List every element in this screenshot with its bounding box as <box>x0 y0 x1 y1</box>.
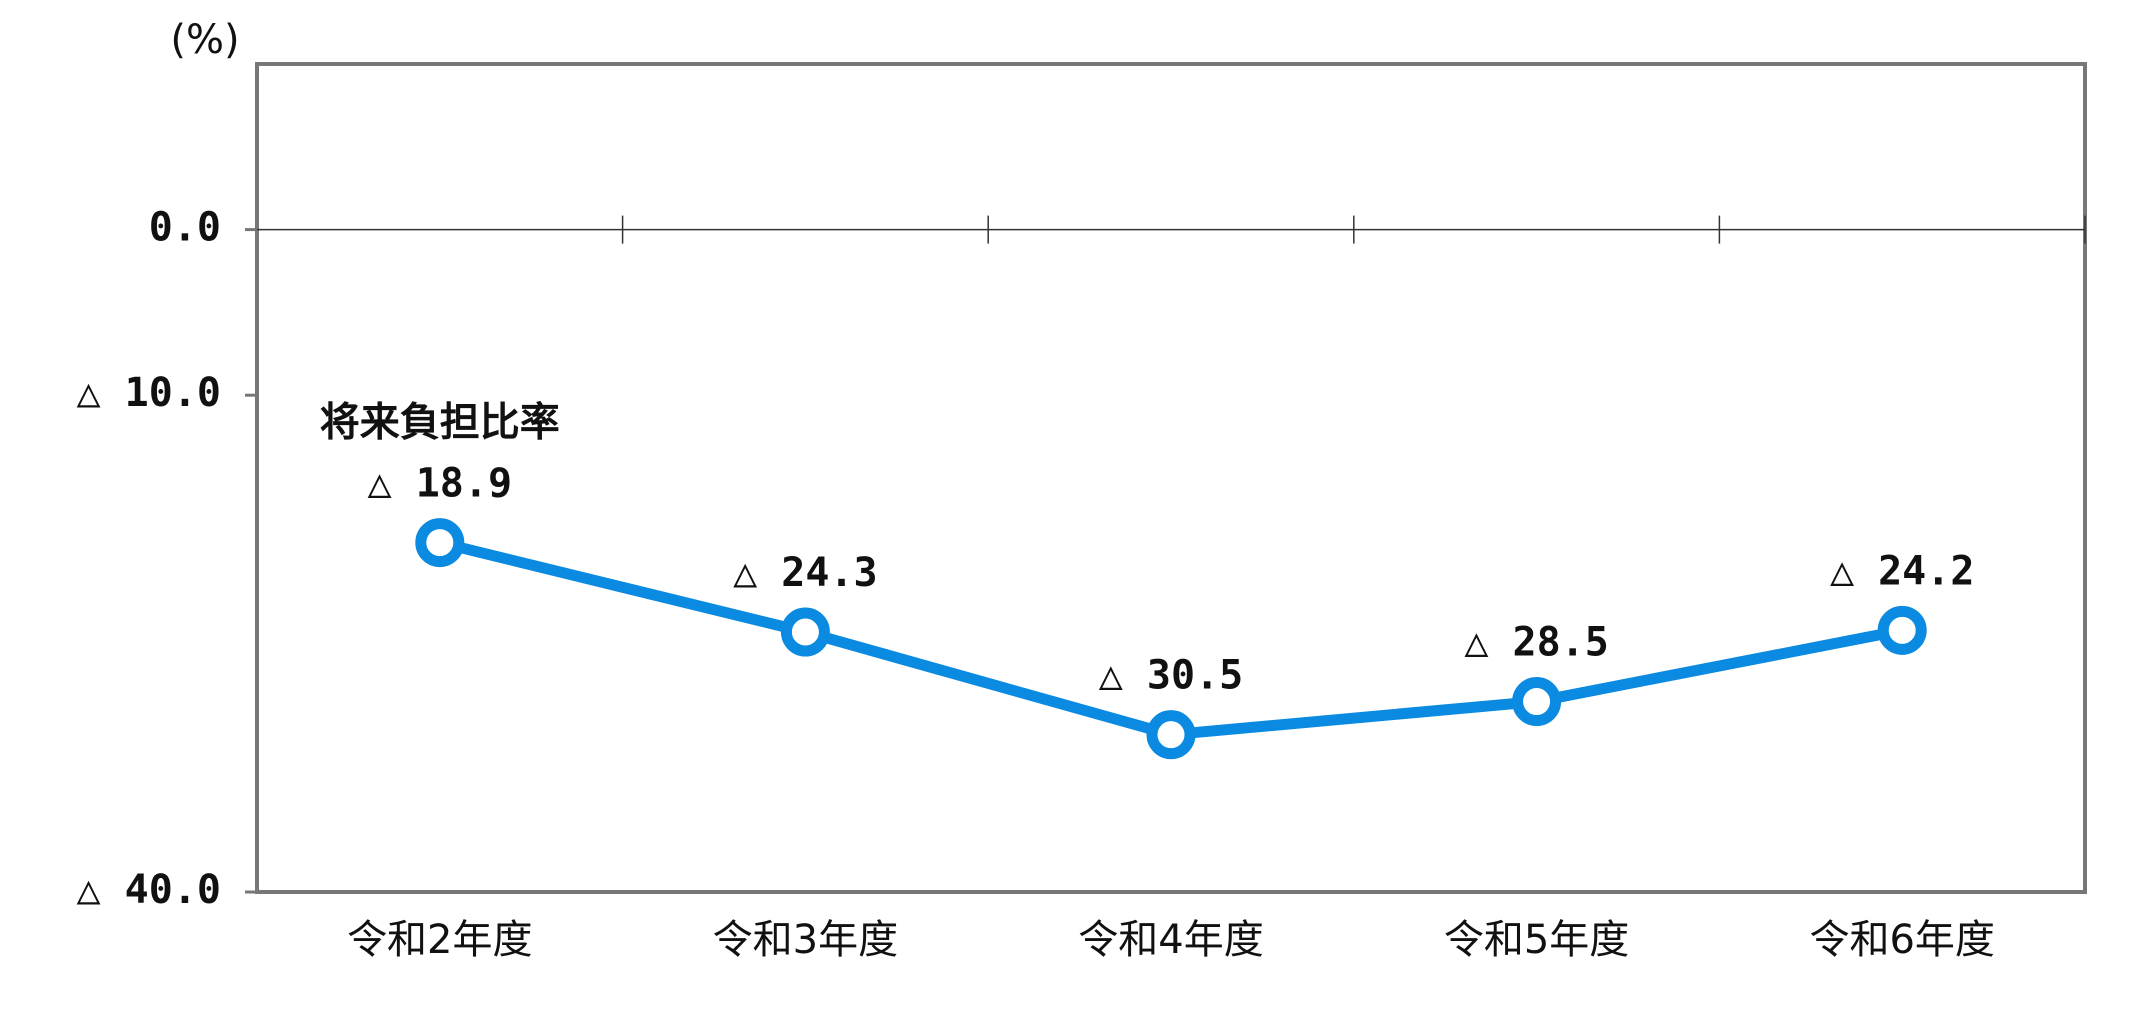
point <box>1877 605 1927 655</box>
data-label: △ 24.3 <box>733 550 878 596</box>
point <box>1512 677 1562 727</box>
y-tick-label: 0.0 <box>149 205 221 251</box>
x-tick-label: 令和2年度 <box>347 917 532 963</box>
x-tick-label: 令和4年度 <box>1078 917 1263 963</box>
point <box>1146 710 1196 760</box>
data-label: △ 30.5 <box>1099 653 1244 699</box>
plot-frame <box>255 62 2087 894</box>
x-tick-label: 令和3年度 <box>713 917 898 963</box>
data-label: △ 24.2 <box>1830 548 1975 594</box>
series-label: 将来負担比率 <box>320 400 560 446</box>
data-label: △ 28.5 <box>1464 620 1609 666</box>
y-axis-label: (%) <box>170 17 239 63</box>
x-tick-label: 令和6年度 <box>1809 917 1994 963</box>
point <box>415 518 465 568</box>
line <box>438 537 1904 741</box>
y-tick-label: △ 40.0 <box>77 867 222 913</box>
x-tick-label: 令和5年度 <box>1444 917 1629 963</box>
data-label: △ 18.9 <box>368 461 513 507</box>
y-tick-label: △ 10.0 <box>77 370 222 416</box>
point <box>780 607 830 657</box>
